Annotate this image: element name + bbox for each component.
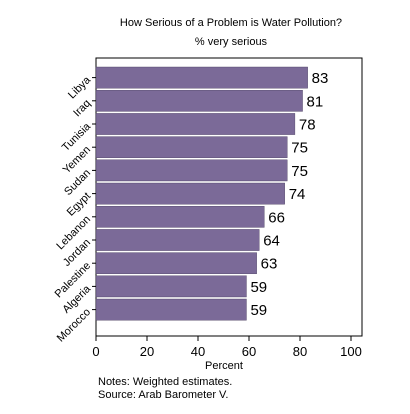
- value-label-iraq: 81: [307, 93, 324, 110]
- x-tick-label-60: 60: [242, 344, 256, 359]
- bars-group: [95, 66, 308, 321]
- bar-tunisia: [95, 113, 296, 135]
- value-label-yemen: 75: [291, 140, 308, 157]
- x-axis-ticks: 0 20 40 60 80 100: [92, 336, 362, 359]
- category-labels: LibyaIraqTunisiaYemenSudanEgyptLebanonJo…: [53, 74, 96, 345]
- bar-morocco: [95, 298, 247, 321]
- x-tick-label-80: 80: [293, 344, 307, 359]
- value-label-morocco: 59: [250, 302, 267, 319]
- chart-subtitle: % very serious: [195, 36, 268, 48]
- value-label-libya: 83: [312, 70, 329, 87]
- category-label-morocco: Morocco: [55, 306, 93, 344]
- bar-libya: [95, 66, 308, 89]
- source-line: Source: Arab Barometer V.: [98, 389, 228, 401]
- value-label-tunisia: 78: [299, 117, 316, 134]
- x-tick-label-20: 20: [140, 344, 154, 359]
- chart-title: How Serious of a Problem is Water Pollut…: [120, 17, 342, 29]
- value-label-algeria: 59: [250, 279, 267, 296]
- bar-algeria: [95, 275, 247, 298]
- value-label-egypt: 74: [289, 186, 306, 203]
- bar-palestine: [95, 252, 257, 275]
- value-label-sudan: 75: [291, 163, 308, 180]
- bar-egypt: [95, 182, 285, 205]
- bar-yemen: [95, 136, 288, 159]
- bar-iraq: [95, 89, 303, 112]
- bar-sudan: [95, 159, 288, 182]
- x-tick-label-100: 100: [340, 344, 362, 359]
- x-axis-label: Percent: [205, 360, 243, 372]
- bar-lebanon: [95, 205, 265, 228]
- notes-line: Notes: Weighted estimates.: [98, 376, 232, 388]
- x-tick-label-0: 0: [92, 344, 99, 359]
- value-label-palestine: 63: [261, 256, 278, 273]
- value-label-lebanon: 66: [268, 209, 285, 226]
- x-tick-label-40: 40: [191, 344, 205, 359]
- value-label-jordan: 64: [263, 233, 280, 250]
- category-label-libya: Libya: [66, 74, 94, 102]
- bar-jordan: [95, 229, 260, 251]
